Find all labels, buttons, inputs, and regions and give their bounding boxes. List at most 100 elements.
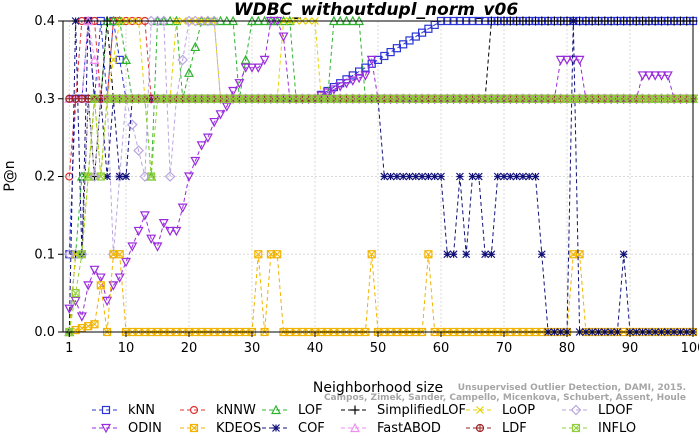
x-tick-label: 50: [370, 341, 387, 356]
data-point: [121, 54, 131, 64]
data-point: [121, 257, 131, 268]
data-point: [443, 250, 452, 259]
data-point: [643, 71, 654, 81]
data-point: [328, 85, 339, 95]
data-point: [115, 172, 124, 181]
data-point: [354, 73, 365, 84]
data-point: [424, 250, 433, 259]
y-tick-label: 0.4: [34, 14, 55, 29]
data-point: [619, 250, 628, 259]
data-point: [367, 250, 376, 259]
data-point: [70, 296, 81, 307]
data-point: [184, 67, 194, 77]
data-point: [133, 145, 144, 156]
legend-item-loop: LoOP: [466, 403, 535, 418]
x-tick-label: 100: [681, 341, 699, 356]
x-tick-label: 30: [244, 341, 261, 356]
legend-item-simplifiedlof: SimplifiedLOF: [341, 403, 466, 418]
data-point: [209, 117, 220, 128]
data-point: [196, 141, 207, 151]
data-point: [240, 63, 251, 73]
data-point: [562, 55, 572, 66]
legend-item-cof: COF: [262, 421, 325, 434]
data-point: [360, 71, 371, 81]
data-point: [411, 172, 420, 181]
data-point: [215, 110, 226, 120]
data-point: [221, 102, 232, 112]
y-tick-label: 0.1: [34, 247, 55, 262]
data-point: [76, 312, 87, 322]
data-point: [424, 172, 433, 181]
data-point: [253, 63, 264, 73]
credit-line-1: Unsupervised Outlier Detection, DAMI, 20…: [458, 383, 686, 393]
data-point: [147, 172, 156, 181]
series-line: [69, 253, 693, 333]
series-inflo: [65, 94, 698, 337]
series-line: [68, 20, 693, 319]
x-tick-label: 1: [65, 341, 73, 356]
legend-label: ODIN: [128, 421, 162, 434]
credit-line-2: Campos, Zimek, Sander, Campello, Micenko…: [324, 393, 686, 403]
x-tick-label: 90: [622, 341, 639, 356]
data-point: [190, 156, 201, 167]
legend-item-ldof: LDOF: [562, 403, 633, 418]
data-point: [146, 234, 157, 244]
y-axis-label: P@n: [2, 160, 18, 191]
data-point: [152, 242, 163, 252]
data-point: [108, 281, 119, 291]
x-axis-label: Neighborhood size: [313, 380, 443, 396]
data-point: [89, 54, 100, 64]
data-point: [525, 172, 534, 181]
legend-label: LDF: [502, 421, 527, 434]
series-kdeos: [65, 250, 698, 337]
data-point: [462, 250, 471, 259]
data-point: [101, 405, 111, 415]
data-point: [158, 219, 169, 229]
data-point: [95, 273, 106, 283]
data-point: [96, 281, 105, 290]
data-point: [437, 172, 445, 181]
x-tick-label: 80: [559, 341, 576, 356]
legend-label: kNNW: [216, 403, 256, 418]
data-point: [366, 55, 377, 66]
data-point: [662, 71, 673, 81]
data-point: [164, 171, 176, 182]
data-point: [537, 250, 546, 259]
data-point: [133, 226, 144, 237]
data-point: [240, 54, 251, 64]
data-point: [487, 250, 496, 259]
data-point: [115, 250, 124, 259]
legend-item-knnw: kNNW: [180, 403, 256, 418]
x-tick-label: 10: [118, 341, 135, 356]
data-point: [386, 172, 395, 181]
data-point: [101, 423, 111, 434]
legend-label: INFLO: [598, 421, 636, 434]
data-point: [278, 32, 289, 42]
legend-item-inflo: INFLO: [562, 421, 636, 434]
data-point: [575, 250, 584, 259]
data-point: [350, 422, 360, 433]
legend-label: KDEOS: [216, 421, 261, 434]
data-point: [259, 55, 270, 66]
data-point: [109, 55, 118, 64]
data-point: [127, 242, 138, 252]
legend-item-fastabod: FastABOD: [341, 421, 441, 434]
data-point: [83, 281, 94, 291]
data-point: [468, 172, 477, 181]
data-point: [449, 250, 458, 259]
data-point: [637, 71, 648, 81]
data-point: [347, 76, 358, 86]
data-point: [455, 172, 464, 181]
data-point: [177, 203, 188, 213]
legend-label: LDOF: [598, 403, 633, 418]
x-axis: 1 10 20 30 40 50 60 70 80 90 100: [65, 332, 699, 356]
data-point: [506, 172, 515, 181]
legend-item-kdeos: KDEOS: [180, 421, 261, 434]
data-point: [273, 250, 282, 259]
data-point: [158, 15, 170, 27]
data-point: [570, 404, 582, 416]
chart-title: WDBC_withoutdupl_norm_v06: [234, 0, 519, 20]
data-point: [90, 320, 99, 329]
data-point: [476, 406, 484, 414]
